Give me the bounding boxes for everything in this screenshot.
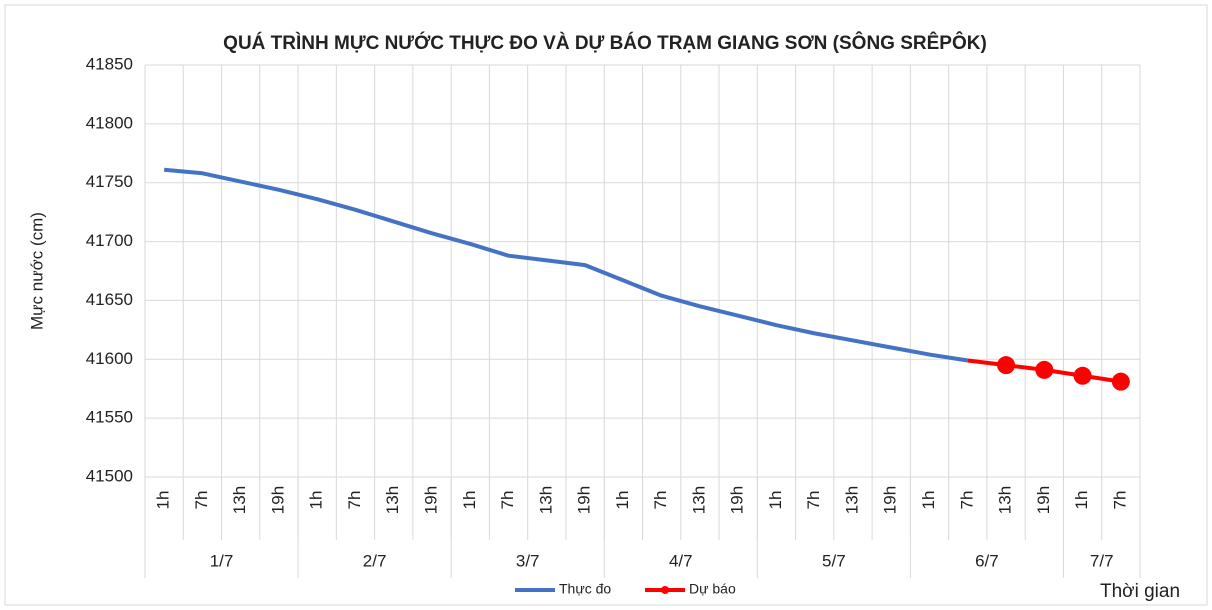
chart-border <box>4 4 1208 606</box>
x-tick-label: 7h <box>804 491 823 510</box>
x-tick-label: 1h <box>766 491 785 510</box>
y-tick-label: 41650 <box>86 290 133 309</box>
x-tick-label: 19h <box>728 486 747 514</box>
y-axis-title: Mực nước (cm) <box>27 212 46 330</box>
group-label: 4/7 <box>669 551 693 570</box>
x-tick-label: 7h <box>957 491 976 510</box>
x-tick-label: 19h <box>575 486 594 514</box>
x-axis-title: Thời gian <box>1100 581 1180 602</box>
y-tick-label: 41600 <box>86 349 133 368</box>
x-tick-label: 19h <box>1034 486 1053 514</box>
forecast-marker <box>997 356 1016 375</box>
y-tick-label: 41800 <box>86 113 133 132</box>
x-tick-label: 7h <box>345 491 364 510</box>
x-tick-label: 19h <box>422 486 441 514</box>
y-tick-label: 41550 <box>86 408 133 427</box>
legend-label: Dự báo <box>689 581 736 597</box>
x-tick-label: 7h <box>1110 491 1129 510</box>
forecast-marker <box>1111 372 1130 391</box>
chart-title: QUÁ TRÌNH MỰC NƯỚC THỰC ĐO VÀ DỰ BÁO TRẠ… <box>223 32 987 54</box>
legend-marker <box>661 586 669 594</box>
x-tick-label: 1h <box>919 491 938 510</box>
x-tick-label: 19h <box>881 486 900 514</box>
group-label: 3/7 <box>516 551 540 570</box>
group-label: 6/7 <box>975 551 999 570</box>
forecast-marker <box>1073 366 1092 385</box>
x-tick-label: 1h <box>460 491 479 510</box>
y-tick-label: 41850 <box>86 54 133 73</box>
x-tick-label: 7h <box>651 491 670 510</box>
x-tick-label: 13h <box>230 486 249 514</box>
x-tick-label: 1h <box>154 491 173 510</box>
group-label: 1/7 <box>210 551 234 570</box>
x-tick-label: 7h <box>498 491 517 510</box>
x-tick-label: 1h <box>1072 491 1091 510</box>
x-tick-label: 19h <box>268 486 287 514</box>
forecast-marker <box>1035 360 1054 379</box>
x-tick-label: 13h <box>689 486 708 514</box>
y-tick-label: 41500 <box>86 466 133 485</box>
legend-label: Thực đo <box>559 581 611 597</box>
x-tick-label: 13h <box>842 486 861 514</box>
x-tick-label: 13h <box>536 486 555 514</box>
group-label: 2/7 <box>363 551 387 570</box>
x-tick-label: 7h <box>192 491 211 510</box>
group-label: 7/7 <box>1090 551 1114 570</box>
y-tick-label: 41750 <box>86 172 133 191</box>
x-tick-label: 13h <box>996 486 1015 514</box>
y-tick-label: 41700 <box>86 231 133 250</box>
series-line <box>163 167 969 363</box>
x-tick-label: 1h <box>613 491 632 510</box>
group-label: 5/7 <box>822 551 846 570</box>
x-tick-label: 13h <box>383 486 402 514</box>
x-tick-label: 1h <box>307 491 326 510</box>
